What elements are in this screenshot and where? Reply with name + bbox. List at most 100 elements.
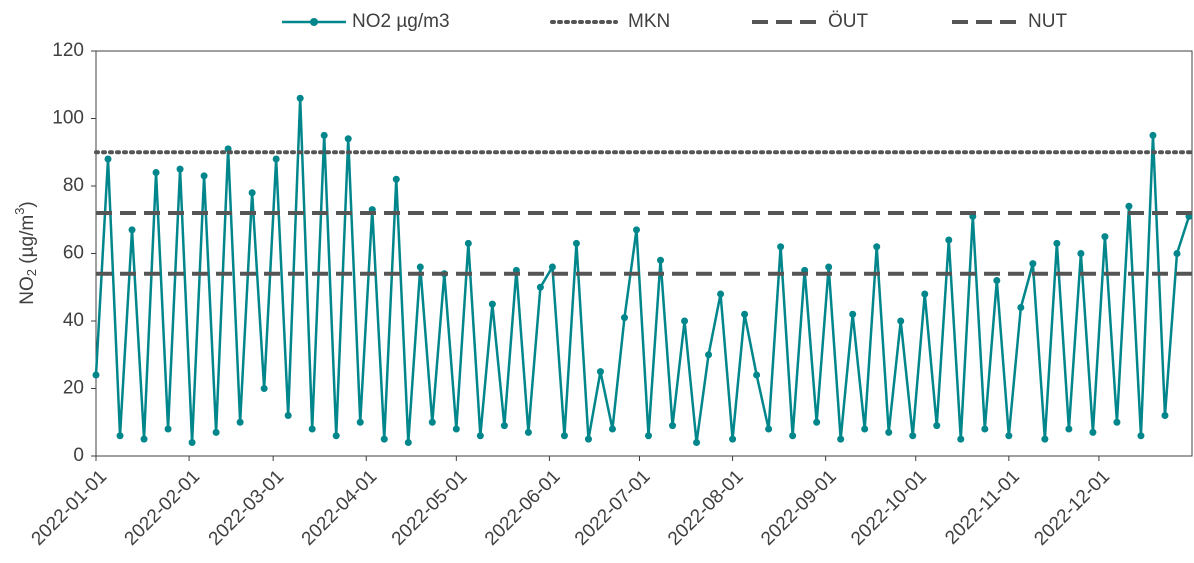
data-point <box>212 428 220 436</box>
data-point <box>1101 233 1109 241</box>
data-point <box>669 422 677 430</box>
data-point <box>1149 131 1157 139</box>
y-title-part: NO <box>17 276 38 305</box>
data-point <box>897 317 905 325</box>
data-point <box>1017 304 1025 311</box>
data-point <box>1161 412 1169 419</box>
data-point <box>128 226 136 234</box>
data-point <box>536 283 544 291</box>
data-point <box>164 425 172 433</box>
data-point <box>524 428 532 436</box>
data-point <box>596 368 604 376</box>
data-point <box>272 155 280 163</box>
data-point <box>104 155 112 163</box>
data-point <box>584 435 592 443</box>
data-point <box>933 422 941 430</box>
x-tick-label: 2022-04-01 <box>298 466 382 550</box>
x-tick-label: 2022-07-01 <box>571 466 655 550</box>
plot-frame <box>95 50 1193 457</box>
data-point <box>320 131 328 139</box>
data-point <box>200 172 208 180</box>
y-tick-label: 80 <box>63 175 84 196</box>
data-point <box>777 243 785 251</box>
data-point <box>356 418 364 426</box>
data-point <box>140 435 148 443</box>
y-title-sub: 2 <box>24 269 39 276</box>
y-title-sup: 3 <box>12 208 27 215</box>
data-point <box>681 317 689 325</box>
data-point <box>1173 250 1181 257</box>
y-title-part: ) <box>17 201 38 207</box>
data-point <box>572 239 580 247</box>
data-point <box>909 432 917 440</box>
x-tick-label: 2022-12-01 <box>1030 466 1114 550</box>
x-tick-label: 2022-09-01 <box>757 466 841 550</box>
data-point <box>1089 428 1097 436</box>
data-point <box>813 418 821 426</box>
data-point <box>921 290 929 298</box>
data-point <box>608 425 616 433</box>
data-point <box>1041 435 1049 443</box>
data-point <box>753 371 761 379</box>
y-tick-label: 0 <box>73 445 84 466</box>
legend-marker <box>310 18 318 26</box>
data-point <box>500 422 508 430</box>
data-point <box>548 263 556 271</box>
data-point <box>452 425 460 433</box>
data-point <box>248 189 256 197</box>
y-axis-title: NO2 (µg/m3) <box>12 201 39 305</box>
data-point <box>1005 432 1013 440</box>
data-point <box>993 277 1001 284</box>
x-tick-label: 2022-05-01 <box>388 466 472 550</box>
data-point <box>308 425 316 433</box>
data-point <box>176 165 184 173</box>
y-tick-label: 60 <box>63 243 84 264</box>
data-point <box>632 226 640 234</box>
data-point <box>1029 260 1037 268</box>
data-point <box>873 243 881 251</box>
data-point <box>416 263 424 271</box>
x-tick-label: 2022-01-01 <box>27 466 111 550</box>
data-point <box>957 435 965 443</box>
data-point <box>885 428 893 436</box>
data-point <box>620 314 628 322</box>
data-point <box>1065 425 1073 433</box>
data-point <box>741 310 749 318</box>
data-point <box>657 256 665 264</box>
data-point <box>981 425 989 433</box>
data-point <box>1113 418 1121 426</box>
x-tick-label: 2022-11-01 <box>941 466 1024 549</box>
data-point <box>765 425 773 433</box>
data-line <box>94 98 1191 443</box>
y-tick-label: 40 <box>63 310 84 331</box>
data-point <box>380 435 388 443</box>
data-point <box>152 169 160 176</box>
legend-label: ÖUT <box>828 11 869 32</box>
data-point <box>284 412 292 419</box>
legend-label: NO2 µg/m3 <box>352 11 450 32</box>
data-point <box>188 439 196 446</box>
y-tick-label: 120 <box>52 40 84 61</box>
data-point <box>236 418 244 426</box>
data-point <box>861 425 869 433</box>
data-point <box>789 432 797 440</box>
x-tick-label: 2022-03-01 <box>205 466 289 550</box>
data-point <box>945 236 953 244</box>
x-tick-label: 2022-08-01 <box>664 466 748 550</box>
data-point <box>825 263 833 271</box>
data-point <box>1125 202 1133 210</box>
data-point <box>404 439 412 446</box>
data-point <box>428 418 436 426</box>
data-point <box>116 432 124 440</box>
y-tick-label: 100 <box>52 108 84 129</box>
data-point <box>705 351 713 359</box>
legend: NO2 µg/m3 MKN ÖUT NUT <box>282 11 1067 32</box>
legend-label: MKN <box>628 11 670 32</box>
y-tick-label: 20 <box>63 378 84 399</box>
data-point <box>693 439 701 446</box>
data-point <box>729 435 737 443</box>
x-tick-label: 2022-02-01 <box>121 466 205 550</box>
x-tick-label: 2022-06-01 <box>481 466 565 550</box>
data-point <box>837 435 845 443</box>
